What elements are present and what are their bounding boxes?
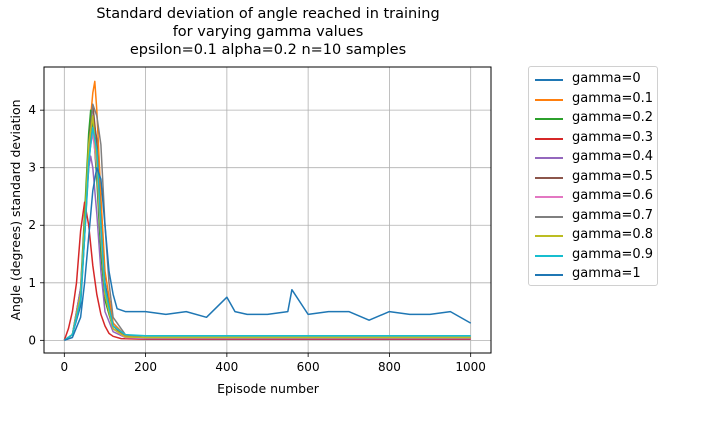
legend-swatch <box>535 157 563 159</box>
legend-swatch <box>535 215 563 218</box>
legend-label: gamma=0.7 <box>572 207 654 223</box>
legend-label: gamma=0.6 <box>572 188 654 203</box>
legend-label: gamma=0.8 <box>572 227 654 242</box>
grid-lines <box>44 67 491 353</box>
x-tick-label: 600 <box>297 360 320 374</box>
legend-label: gamma=0.3 <box>572 129 654 145</box>
chart-title-line-3: epsilon=0.1 alpha=0.2 n=10 samples <box>129 42 407 58</box>
legend-swatch <box>535 196 563 198</box>
legend-swatch <box>535 254 563 257</box>
legend-swatch <box>535 235 563 237</box>
legend-item: gamma=0.3 <box>529 130 657 148</box>
x-tick-label: 0 <box>60 360 68 374</box>
legend-label: gamma=0.5 <box>572 168 654 184</box>
legend-label: gamma=0.9 <box>572 246 654 262</box>
x-tick-label: 400 <box>215 360 238 374</box>
x-tick-label: 1000 <box>455 360 486 374</box>
series-line-gamma-1 <box>64 166 472 342</box>
legend-swatch <box>535 137 563 140</box>
legend-label: gamma=0.4 <box>572 149 654 164</box>
legend-item: gamma=0.1 <box>529 91 657 109</box>
legend-label: gamma=0.2 <box>572 110 654 125</box>
y-tick-label: 4 <box>28 103 36 117</box>
legend-item: gamma=0 <box>529 71 657 89</box>
chart-title-line-1: Standard deviation of angle reached in t… <box>96 6 440 22</box>
series-line-gamma-0-7 <box>63 103 471 341</box>
y-tick-label: 2 <box>28 218 36 232</box>
chart-title-line-2: for varying gamma values <box>172 24 364 40</box>
y-axis-label: Angle (degrees) standard deviation <box>8 99 23 320</box>
legend-swatch <box>535 98 563 101</box>
x-axis-label: Episode number <box>217 381 320 396</box>
y-tick-label: 3 <box>28 161 36 175</box>
legend-item: gamma=1 <box>529 266 657 284</box>
legend-swatch <box>535 274 563 276</box>
series-line-gamma-0-4 <box>63 155 471 341</box>
y-tick-label: 0 <box>28 333 36 347</box>
legend-label: gamma=1 <box>572 266 641 281</box>
series-line-gamma-0-3 <box>63 201 471 341</box>
series-line-gamma-0 <box>63 115 471 341</box>
legend-item: gamma=0.7 <box>529 208 657 226</box>
legend-item: gamma=0.9 <box>529 247 657 265</box>
legend-item: gamma=0.6 <box>529 188 657 206</box>
legend-swatch <box>535 79 563 81</box>
series-lines <box>63 80 472 342</box>
x-tick-label: 800 <box>378 360 401 374</box>
legend-item: gamma=0.4 <box>529 149 657 167</box>
legend-label: gamma=0 <box>572 71 641 86</box>
series-line-gamma-0-6 <box>63 132 471 341</box>
legend-item: gamma=0.8 <box>529 227 657 245</box>
legend-swatch <box>535 176 563 179</box>
series-line-gamma-0-5 <box>63 103 471 341</box>
legend-swatch <box>535 118 563 120</box>
legend-label: gamma=0.1 <box>572 90 654 106</box>
series-line-gamma-0-1 <box>63 80 471 341</box>
plot-frame <box>43 66 492 354</box>
y-tick-label: 1 <box>28 276 36 290</box>
series-line-gamma-0-9 <box>63 126 471 341</box>
axis-ticks: 0 200 400 600 800 1000 0 1 2 3 4 <box>28 103 486 374</box>
legend-item: gamma=0.5 <box>529 169 657 187</box>
legend-item: gamma=0.2 <box>529 110 657 128</box>
series-line-gamma-0-8 <box>63 115 471 341</box>
x-tick-label: 200 <box>134 360 157 374</box>
chart-legend: gamma=0 gamma=0.1 gamma=0.2 gamma=0.3 gamma=… <box>528 66 658 286</box>
